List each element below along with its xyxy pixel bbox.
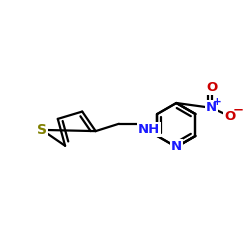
- Text: O: O: [206, 80, 218, 94]
- Text: O: O: [224, 110, 236, 123]
- Text: NH: NH: [138, 124, 160, 136]
- Text: S: S: [37, 123, 47, 137]
- Text: N: N: [171, 140, 182, 153]
- Text: −: −: [233, 104, 244, 117]
- Text: +: +: [213, 97, 222, 107]
- Text: N: N: [206, 102, 217, 114]
